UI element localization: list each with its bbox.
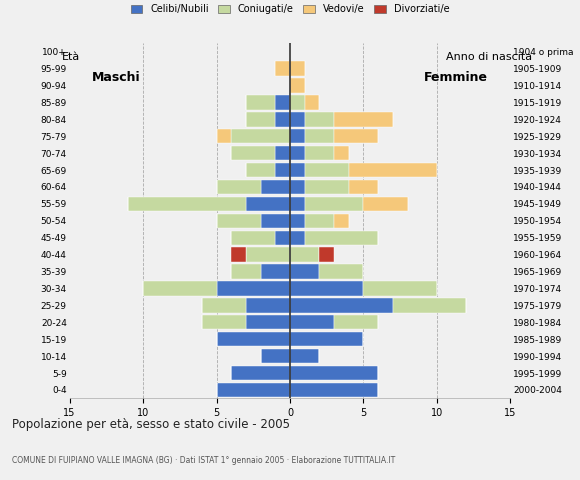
Bar bbox=[260, 180, 290, 194]
Text: Femmine: Femmine bbox=[425, 71, 488, 84]
Bar bbox=[216, 383, 290, 397]
Bar bbox=[304, 129, 334, 144]
Bar bbox=[290, 197, 304, 211]
Bar bbox=[231, 146, 276, 160]
Bar bbox=[334, 315, 378, 329]
Bar bbox=[276, 163, 290, 177]
Bar bbox=[290, 112, 304, 127]
Bar bbox=[231, 230, 276, 245]
Bar bbox=[304, 197, 364, 211]
Bar bbox=[246, 95, 276, 109]
Bar bbox=[276, 146, 290, 160]
Legend: Celibi/Nubili, Coniugati/e, Vedovi/e, Divorziati/e: Celibi/Nubili, Coniugati/e, Vedovi/e, Di… bbox=[127, 0, 453, 18]
Bar bbox=[290, 61, 304, 76]
Bar bbox=[290, 332, 364, 347]
Bar bbox=[290, 349, 320, 363]
Bar bbox=[231, 264, 260, 279]
Bar bbox=[364, 281, 437, 296]
Bar bbox=[216, 281, 290, 296]
Bar bbox=[246, 298, 290, 312]
Bar bbox=[202, 298, 246, 312]
Bar bbox=[334, 112, 393, 127]
Bar bbox=[276, 230, 290, 245]
Bar bbox=[216, 180, 260, 194]
Bar bbox=[290, 214, 304, 228]
Bar bbox=[334, 129, 378, 144]
Bar bbox=[246, 315, 290, 329]
Bar bbox=[290, 281, 364, 296]
Bar bbox=[349, 180, 378, 194]
Bar bbox=[260, 349, 290, 363]
Text: COMUNE DI FUIPIANO VALLE IMAGNA (BG) · Dati ISTAT 1° gennaio 2005 · Elaborazione: COMUNE DI FUIPIANO VALLE IMAGNA (BG) · D… bbox=[12, 456, 395, 465]
Bar bbox=[231, 248, 246, 262]
Text: Età: Età bbox=[62, 52, 81, 61]
Bar bbox=[143, 281, 216, 296]
Bar bbox=[334, 146, 349, 160]
Bar bbox=[349, 163, 437, 177]
Bar bbox=[290, 264, 320, 279]
Bar bbox=[246, 163, 276, 177]
Bar bbox=[290, 129, 304, 144]
Bar bbox=[320, 264, 364, 279]
Text: Maschi: Maschi bbox=[92, 71, 140, 84]
Bar bbox=[246, 248, 290, 262]
Bar bbox=[290, 230, 304, 245]
Bar bbox=[216, 129, 231, 144]
Bar bbox=[290, 298, 393, 312]
Bar bbox=[231, 366, 290, 380]
Bar bbox=[290, 315, 334, 329]
Bar bbox=[290, 163, 304, 177]
Bar bbox=[304, 146, 334, 160]
Text: Anno di nascita: Anno di nascita bbox=[447, 52, 532, 61]
Bar bbox=[246, 197, 290, 211]
Bar bbox=[393, 298, 466, 312]
Text: Popolazione per età, sesso e stato civile - 2005: Popolazione per età, sesso e stato civil… bbox=[12, 418, 289, 431]
Bar bbox=[304, 163, 349, 177]
Bar bbox=[290, 95, 304, 109]
Bar bbox=[334, 214, 349, 228]
Bar bbox=[304, 214, 334, 228]
Bar bbox=[276, 61, 290, 76]
Bar bbox=[202, 315, 246, 329]
Bar bbox=[216, 332, 290, 347]
Bar bbox=[290, 248, 320, 262]
Bar bbox=[276, 112, 290, 127]
Bar bbox=[260, 264, 290, 279]
Bar bbox=[290, 366, 378, 380]
Bar bbox=[304, 95, 320, 109]
Bar bbox=[290, 383, 378, 397]
Bar bbox=[216, 214, 260, 228]
Bar bbox=[290, 146, 304, 160]
Bar bbox=[304, 230, 378, 245]
Bar bbox=[304, 112, 334, 127]
Bar bbox=[290, 180, 304, 194]
Bar bbox=[128, 197, 246, 211]
Bar bbox=[320, 248, 334, 262]
Bar bbox=[246, 112, 276, 127]
Bar bbox=[290, 78, 304, 93]
Bar bbox=[304, 180, 349, 194]
Bar bbox=[364, 197, 408, 211]
Bar bbox=[260, 214, 290, 228]
Bar bbox=[231, 129, 290, 144]
Bar bbox=[276, 95, 290, 109]
